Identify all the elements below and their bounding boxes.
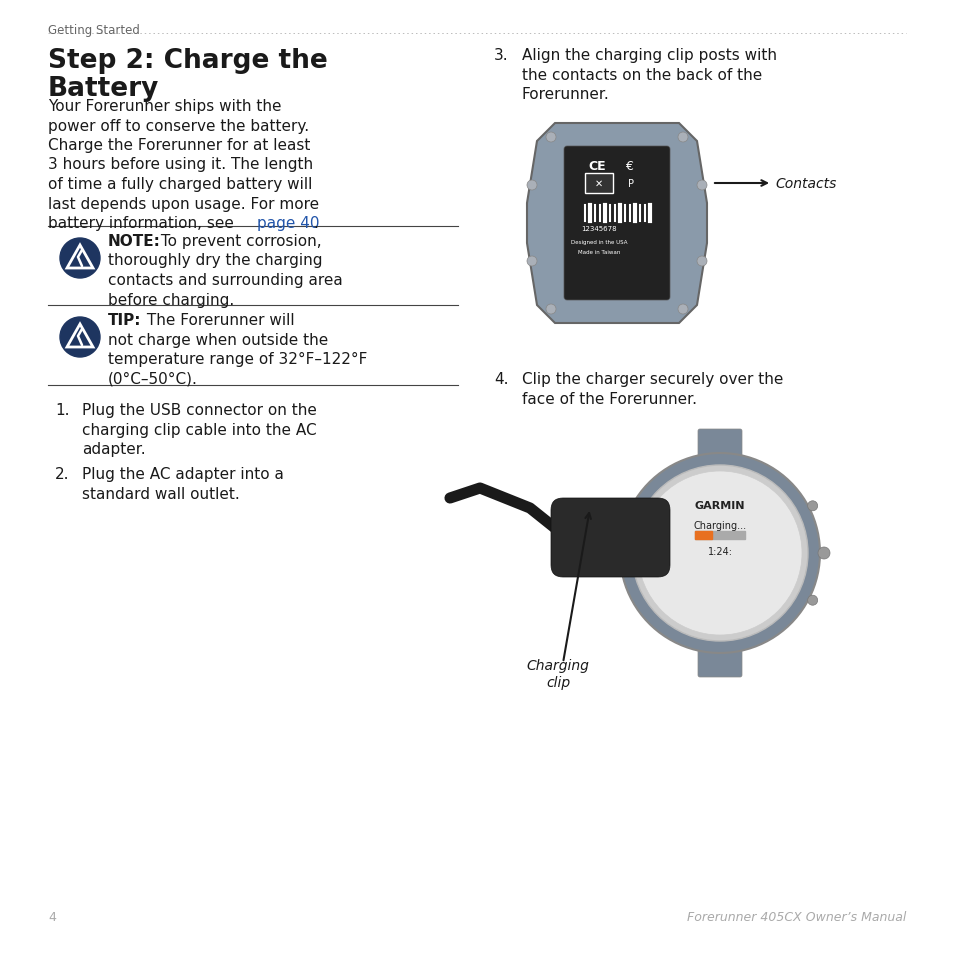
FancyBboxPatch shape xyxy=(698,430,741,463)
Text: €: € xyxy=(624,159,632,172)
Text: the contacts on the back of the: the contacts on the back of the xyxy=(521,68,761,82)
Text: 1.: 1. xyxy=(55,402,70,417)
Text: Plug the AC adapter into a: Plug the AC adapter into a xyxy=(82,467,284,482)
Polygon shape xyxy=(526,124,706,324)
Text: Designed in the USA: Designed in the USA xyxy=(570,240,626,245)
Circle shape xyxy=(631,465,807,641)
Text: battery information, see: battery information, see xyxy=(48,215,238,231)
Text: contacts and surrounding area: contacts and surrounding area xyxy=(108,273,342,288)
Text: of time a fully charged battery will: of time a fully charged battery will xyxy=(48,177,312,192)
Text: Plug the USB connector on the: Plug the USB connector on the xyxy=(82,402,316,417)
Text: 4: 4 xyxy=(48,910,56,923)
Circle shape xyxy=(697,256,706,267)
Text: The Forerunner will: The Forerunner will xyxy=(142,313,294,328)
Text: 1:24:: 1:24: xyxy=(707,546,732,557)
FancyBboxPatch shape xyxy=(563,147,669,301)
Text: adapter.: adapter. xyxy=(82,441,146,456)
Text: 4.: 4. xyxy=(494,372,508,387)
Text: Made in Taiwan: Made in Taiwan xyxy=(578,250,619,254)
FancyBboxPatch shape xyxy=(551,498,669,578)
Circle shape xyxy=(60,239,100,278)
Text: not charge when outside the: not charge when outside the xyxy=(108,333,328,347)
Text: charging clip cable into the AC: charging clip cable into the AC xyxy=(82,422,316,437)
Text: CE: CE xyxy=(588,159,605,172)
Text: Battery: Battery xyxy=(48,76,159,102)
Circle shape xyxy=(638,472,801,636)
Text: To prevent corrosion,: To prevent corrosion, xyxy=(156,233,321,249)
Text: Your Forerunner ships with the: Your Forerunner ships with the xyxy=(48,99,281,113)
Text: thoroughly dry the charging: thoroughly dry the charging xyxy=(108,253,322,268)
Text: before charging.: before charging. xyxy=(108,293,234,307)
Text: Getting Started: Getting Started xyxy=(48,24,140,37)
Text: (0°C–50°C).: (0°C–50°C). xyxy=(108,371,197,386)
Text: ✕: ✕ xyxy=(595,179,602,189)
Text: power off to conserve the battery.: power off to conserve the battery. xyxy=(48,118,309,133)
Text: Align the charging clip posts with: Align the charging clip posts with xyxy=(521,48,776,63)
Circle shape xyxy=(609,547,621,559)
Text: NOTE:: NOTE: xyxy=(108,233,161,249)
Text: 2.: 2. xyxy=(55,467,70,482)
FancyBboxPatch shape xyxy=(584,173,613,193)
Circle shape xyxy=(807,501,817,511)
Text: P: P xyxy=(627,179,634,189)
Text: face of the Forerunner.: face of the Forerunner. xyxy=(521,391,697,406)
Text: 3 hours before using it. The length: 3 hours before using it. The length xyxy=(48,157,313,172)
Polygon shape xyxy=(619,454,820,654)
Circle shape xyxy=(545,132,556,143)
Circle shape xyxy=(678,305,687,314)
FancyBboxPatch shape xyxy=(698,643,741,678)
Text: .: . xyxy=(313,215,317,231)
Circle shape xyxy=(526,181,537,191)
Text: Charging...: Charging... xyxy=(693,520,746,531)
Text: 12345678: 12345678 xyxy=(580,226,617,232)
Text: page 40: page 40 xyxy=(256,215,319,231)
Text: Charging
clip: Charging clip xyxy=(526,659,589,690)
Bar xyxy=(695,532,744,539)
Text: 3.: 3. xyxy=(494,48,508,63)
Text: Charge the Forerunner for at least: Charge the Forerunner for at least xyxy=(48,138,310,152)
Circle shape xyxy=(697,181,706,191)
Text: last depends upon usage. For more: last depends upon usage. For more xyxy=(48,196,319,212)
Bar xyxy=(695,532,712,539)
Text: Forerunner 405CX Owner’s Manual: Forerunner 405CX Owner’s Manual xyxy=(686,910,905,923)
Text: Step 2: Charge the: Step 2: Charge the xyxy=(48,48,328,74)
Circle shape xyxy=(526,256,537,267)
Circle shape xyxy=(807,596,817,605)
Circle shape xyxy=(545,305,556,314)
Text: Clip the charger securely over the: Clip the charger securely over the xyxy=(521,372,782,387)
Text: temperature range of 32°F–122°F: temperature range of 32°F–122°F xyxy=(108,352,367,367)
Text: Forerunner.: Forerunner. xyxy=(521,87,609,102)
Circle shape xyxy=(678,132,687,143)
Circle shape xyxy=(817,547,829,559)
Text: Contacts: Contacts xyxy=(774,177,836,191)
Text: TIP:: TIP: xyxy=(108,313,141,328)
Circle shape xyxy=(60,317,100,357)
Text: standard wall outlet.: standard wall outlet. xyxy=(82,486,239,501)
Text: GARMIN: GARMIN xyxy=(694,500,744,511)
